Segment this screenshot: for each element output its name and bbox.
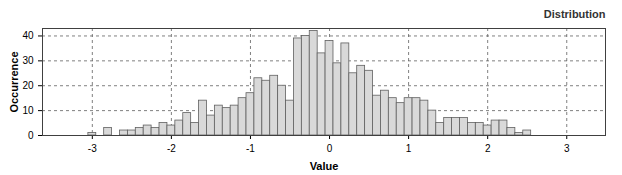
svg-text:1: 1 bbox=[406, 143, 412, 154]
svg-text:30: 30 bbox=[22, 55, 34, 66]
svg-text:Distribution: Distribution bbox=[544, 8, 606, 20]
svg-text:0: 0 bbox=[28, 130, 34, 141]
svg-text:3: 3 bbox=[564, 143, 570, 154]
svg-text:0: 0 bbox=[327, 143, 333, 154]
svg-text:Occurrence: Occurrence bbox=[8, 51, 20, 112]
svg-text:40: 40 bbox=[22, 30, 34, 41]
svg-text:-3: -3 bbox=[88, 143, 97, 154]
svg-text:20: 20 bbox=[22, 80, 34, 91]
svg-text:-2: -2 bbox=[167, 143, 176, 154]
svg-text:Value: Value bbox=[310, 160, 339, 172]
svg-text:-1: -1 bbox=[246, 143, 255, 154]
svg-text:2: 2 bbox=[485, 143, 491, 154]
svg-text:10: 10 bbox=[22, 105, 34, 116]
